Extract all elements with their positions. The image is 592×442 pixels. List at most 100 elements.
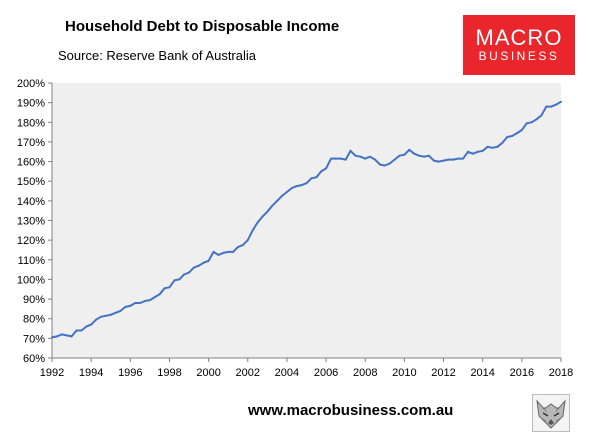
data-point — [212, 250, 215, 253]
data-point — [330, 157, 332, 160]
data-point — [491, 146, 494, 149]
data-point — [359, 155, 362, 158]
data-point — [163, 287, 166, 290]
data-point — [158, 293, 161, 296]
macrobusiness-logo[interactable]: MACRO BUSINESS — [463, 15, 575, 75]
data-point — [315, 176, 318, 179]
data-point — [261, 215, 264, 218]
y-tick-label: 160% — [17, 157, 45, 169]
y-tick-label: 170% — [17, 137, 45, 149]
x-tick-label: 2006 — [314, 367, 338, 379]
data-point — [281, 194, 283, 197]
data-point — [378, 163, 381, 166]
x-tick-label: 2016 — [510, 367, 534, 379]
data-point — [506, 136, 509, 138]
data-point — [153, 296, 156, 299]
data-point — [476, 150, 479, 153]
data-point — [104, 314, 107, 317]
y-tick-label: 100% — [17, 274, 45, 286]
plot-area — [52, 83, 561, 358]
data-point — [427, 154, 430, 157]
data-point — [535, 118, 538, 121]
data-point — [134, 302, 137, 304]
data-point — [139, 302, 142, 304]
data-point — [486, 145, 489, 148]
y-tick-label: 180% — [17, 117, 45, 129]
y-tick-label: 130% — [17, 216, 45, 228]
data-point — [374, 158, 376, 161]
data-point — [192, 266, 195, 269]
data-point — [496, 145, 499, 148]
data-point — [481, 149, 484, 152]
data-point — [251, 229, 254, 232]
data-point — [393, 158, 396, 161]
y-tick-label: 150% — [17, 176, 45, 188]
data-point — [80, 329, 83, 332]
data-point — [246, 239, 249, 242]
data-point — [119, 309, 122, 312]
data-point — [217, 253, 220, 256]
data-point — [437, 160, 440, 163]
data-point — [423, 155, 425, 158]
logo-line-macro: MACRO — [475, 24, 563, 50]
data-point — [197, 264, 200, 267]
data-point — [462, 157, 465, 160]
x-tick-label: 2002 — [236, 367, 260, 379]
logo-line-business: BUSINESS — [478, 48, 560, 63]
data-point — [207, 259, 210, 262]
data-point — [188, 271, 190, 274]
data-point — [398, 154, 401, 157]
data-point — [418, 154, 421, 157]
website-url[interactable]: www.macrobusiness.com.au — [248, 402, 454, 419]
data-point — [320, 170, 323, 173]
data-point — [295, 185, 298, 188]
data-point — [227, 250, 230, 253]
data-point — [60, 333, 63, 336]
data-point — [109, 313, 112, 316]
x-axis-ticks: 1992 1994 1996 1998 2000 2002 2004 2006 2008 2010… — [40, 358, 573, 379]
x-tick-label: 2012 — [431, 367, 455, 379]
data-point — [178, 278, 181, 281]
data-point — [520, 129, 523, 132]
x-tick-label: 1992 — [40, 367, 64, 379]
data-point — [452, 158, 455, 161]
data-point — [114, 311, 117, 314]
data-point — [256, 221, 259, 224]
data-point — [237, 246, 239, 248]
data-point — [173, 279, 176, 282]
data-point — [202, 261, 205, 264]
y-tick-label: 60% — [23, 353, 45, 365]
x-tick-label: 2000 — [196, 367, 220, 379]
data-point — [90, 323, 93, 326]
x-tick-label: 1994 — [79, 367, 103, 379]
data-point — [305, 182, 308, 185]
data-point — [354, 154, 357, 157]
data-point — [516, 132, 518, 135]
data-point — [266, 210, 269, 213]
data-point — [168, 286, 171, 289]
data-point — [232, 250, 235, 253]
data-point — [442, 159, 445, 162]
data-point — [339, 157, 342, 160]
data-point — [560, 100, 562, 103]
data-point — [550, 105, 553, 108]
data-point — [545, 105, 548, 108]
y-tick-label: 90% — [23, 294, 45, 306]
y-tick-label: 140% — [17, 196, 45, 208]
data-point — [99, 315, 102, 318]
data-point — [349, 149, 352, 152]
data-point — [300, 184, 303, 187]
data-point — [457, 157, 460, 160]
data-point — [501, 141, 504, 144]
x-tick-label: 1996 — [118, 367, 142, 379]
data-point — [241, 244, 244, 247]
y-tick-label: 200% — [17, 78, 45, 90]
data-point — [65, 334, 68, 337]
data-point — [334, 157, 337, 160]
data-point — [364, 157, 367, 160]
x-tick-label: 2018 — [549, 367, 573, 379]
data-point — [447, 158, 450, 161]
data-point — [70, 335, 73, 338]
